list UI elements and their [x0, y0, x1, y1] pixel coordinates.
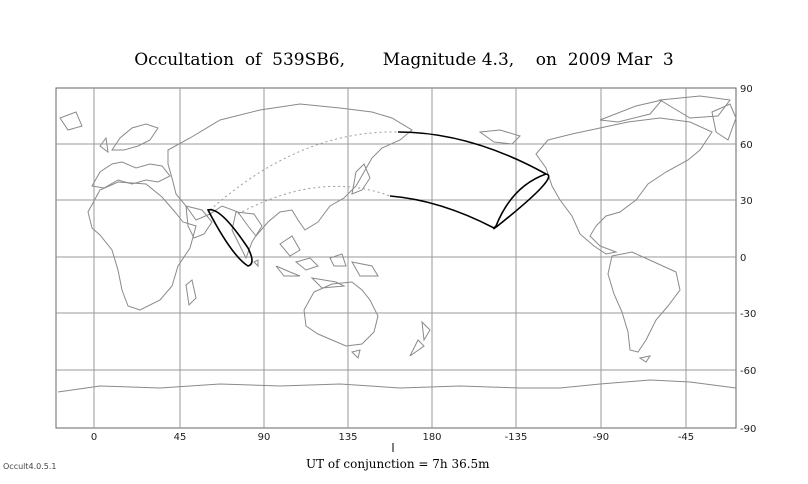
version-label: Occult4.0.5.1 [3, 462, 57, 471]
x-tick-label: -90 [593, 432, 609, 443]
x-axis-labels: 0 45 90 135 180 -135 -90 -45 [91, 432, 694, 443]
y-tick-label: -60 [740, 366, 756, 377]
path-dotted-limits [209, 131, 399, 215]
y-tick-label: -30 [740, 309, 756, 320]
y-tick-label: -90 [740, 424, 756, 435]
y-axis-labels: 90 60 30 0 -30 -60 -90 [740, 84, 756, 435]
x-tick-label: -45 [678, 432, 694, 443]
x-tick-label: 90 [258, 432, 271, 443]
y-tick-label: 30 [740, 196, 753, 207]
y-tick-label: 0 [740, 253, 746, 264]
y-tick-label: 90 [740, 84, 753, 95]
x-tick-label: -135 [505, 432, 528, 443]
occultation-path [206, 131, 550, 267]
coastlines [57, 95, 737, 393]
ut-conjunction-label: UT of conjunction = 7h 36.5m [306, 457, 490, 471]
x-tick-label: 45 [174, 432, 187, 443]
graticule [55, 87, 737, 429]
y-tick-label: 60 [740, 140, 753, 151]
x-tick-label: 180 [422, 432, 441, 443]
x-tick-label: 135 [338, 432, 357, 443]
map-title: Occultation of 539SB6, Magnitude 4.3, on… [134, 50, 674, 70]
x-tick-label: 0 [91, 432, 97, 443]
